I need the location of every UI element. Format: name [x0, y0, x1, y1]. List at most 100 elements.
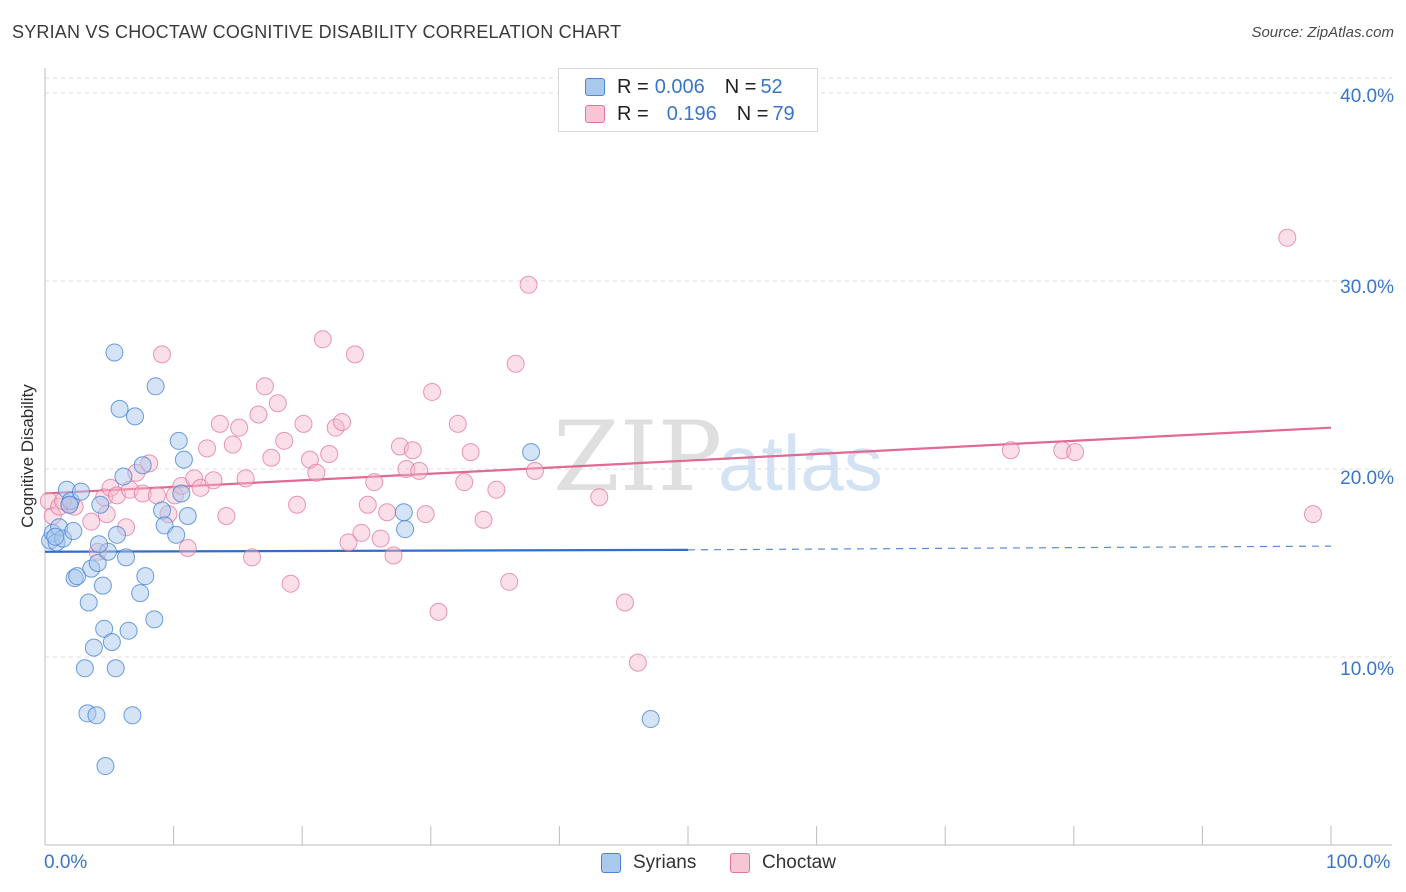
- x-tick-label-max: 100.0%: [1326, 852, 1391, 873]
- choctaw-point: [294, 414, 313, 433]
- choctaw-point: [1066, 443, 1085, 462]
- choctaw-swatch: [730, 853, 750, 873]
- r-value: 0.006: [654, 75, 705, 98]
- r-value: 0.196: [666, 102, 717, 125]
- choctaw-point: [500, 572, 519, 591]
- syrian-point: [87, 706, 106, 725]
- syrian-point: [102, 632, 121, 651]
- syrian-point: [105, 343, 124, 362]
- syrian-point: [136, 567, 155, 586]
- choctaw-point: [1001, 441, 1020, 460]
- watermark-zip: ZIP: [553, 401, 722, 513]
- choctaw-point: [281, 574, 300, 593]
- legend-row-choctaw: R = 0.196 N = 79: [585, 102, 795, 126]
- n-value: 52: [760, 75, 783, 98]
- choctaw-point: [384, 546, 403, 565]
- source-label: Source: ZipAtlas.com: [1251, 24, 1394, 41]
- choctaw-point: [39, 491, 58, 510]
- syrian-point: [64, 522, 83, 541]
- n-value: 79: [772, 102, 795, 125]
- choctaw-point: [249, 405, 268, 424]
- choctaw-point: [320, 444, 339, 463]
- syrian-point: [169, 431, 188, 450]
- choctaw-point: [210, 414, 229, 433]
- syrian-point: [96, 757, 115, 776]
- choctaw-point: [275, 431, 294, 450]
- legend-label-choctaw: Choctaw: [762, 852, 836, 873]
- choctaw-point: [198, 439, 217, 458]
- choctaw-point: [185, 469, 204, 488]
- syrian-point: [88, 554, 107, 573]
- choctaw-point: [590, 488, 609, 507]
- syrian-point: [60, 495, 79, 514]
- syrian-point: [153, 501, 172, 520]
- syrians-swatch: [585, 78, 605, 96]
- syrian-point: [72, 482, 91, 501]
- choctaw-point: [178, 538, 197, 557]
- trend-lines: [44, 426, 1332, 553]
- syrian-point: [108, 525, 127, 544]
- n-label: N =: [724, 75, 757, 98]
- choctaw-point: [474, 510, 493, 529]
- choctaw-point: [300, 450, 319, 469]
- choctaw-point: [288, 495, 307, 514]
- syrian-point: [114, 467, 133, 486]
- choctaw-point: [236, 469, 255, 488]
- syrian-point: [396, 520, 415, 539]
- choctaw-point: [345, 345, 364, 364]
- choctaw-point: [525, 461, 544, 480]
- syrian-point: [119, 621, 138, 640]
- syrian-point: [131, 584, 150, 603]
- syrian-point: [126, 407, 145, 426]
- syrians-trend-extension: [687, 545, 1332, 551]
- choctaw-point: [429, 602, 448, 621]
- syrian-point: [117, 548, 136, 567]
- choctaw-point: [615, 593, 634, 612]
- syrian-point: [522, 443, 541, 462]
- choctaw-point: [153, 345, 172, 364]
- syrian-point: [93, 576, 112, 595]
- chart-title: SYRIAN VS CHOCTAW COGNITIVE DISABILITY C…: [12, 22, 622, 42]
- r-label: R =: [617, 75, 649, 98]
- syrians-swatch: [601, 853, 621, 873]
- choctaw-point: [339, 533, 358, 552]
- choctaw-point: [262, 448, 281, 467]
- syrian-point: [110, 399, 129, 418]
- y-tick-label: 20.0%: [1340, 468, 1394, 489]
- choctaw-point: [147, 486, 166, 505]
- syrian-point: [167, 525, 186, 544]
- syrian-point: [46, 527, 65, 546]
- syrian-point: [133, 456, 152, 475]
- choctaw-point: [1278, 228, 1297, 247]
- choctaw-point: [101, 478, 120, 497]
- x-tick-label-min: 0.0%: [44, 852, 88, 873]
- choctaw-points: [39, 228, 1322, 672]
- choctaw-point: [243, 548, 262, 567]
- choctaw-point: [333, 413, 352, 432]
- choctaw-point: [352, 523, 371, 542]
- choctaw-point: [268, 394, 287, 413]
- choctaw-point: [358, 495, 377, 514]
- syrian-point: [84, 638, 103, 657]
- y-tick-label: 40.0%: [1340, 86, 1394, 107]
- choctaw-point: [423, 382, 442, 401]
- correlation-legend: R = 0.006 N = 52 R = 0.196 N = 79: [558, 68, 818, 132]
- choctaw-point: [448, 414, 467, 433]
- syrian-point: [68, 567, 87, 586]
- syrian-point: [641, 710, 660, 729]
- syrian-point: [123, 706, 142, 725]
- n-label: N =: [736, 102, 769, 125]
- y-tick-label: 30.0%: [1340, 277, 1394, 298]
- syrians-trend-line: [44, 548, 689, 553]
- legend-item-choctaw: Choctaw: [730, 852, 836, 874]
- choctaw-point: [365, 473, 384, 492]
- choctaw-point: [628, 653, 647, 672]
- choctaw-point: [230, 418, 249, 437]
- choctaw-point: [410, 461, 429, 480]
- legend-row-syrians: R = 0.006 N = 52: [585, 75, 783, 99]
- choctaw-point: [223, 435, 242, 454]
- choctaw-point: [307, 463, 326, 482]
- syrian-point: [79, 593, 98, 612]
- syrian-point: [394, 503, 413, 522]
- syrian-point: [106, 659, 125, 678]
